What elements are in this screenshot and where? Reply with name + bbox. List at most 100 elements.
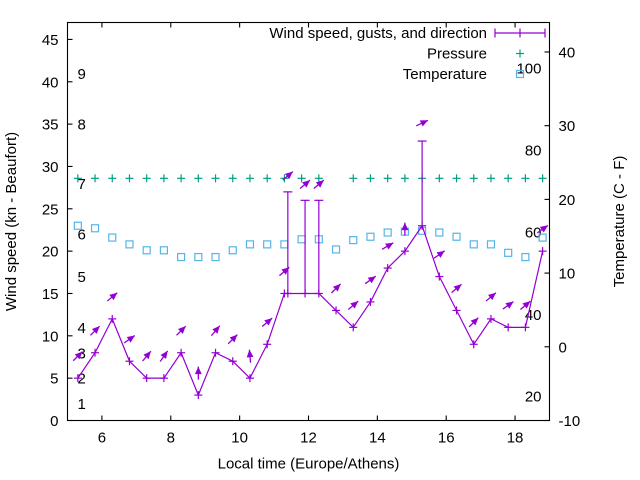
- wind-direction-arrow: [227, 334, 238, 345]
- temperature-point: [349, 236, 358, 245]
- wind-direction-arrow: [159, 350, 169, 362]
- beaufort-label: 6: [78, 227, 86, 244]
- legend-label: Temperature: [403, 66, 487, 83]
- pressure-point: [521, 174, 530, 183]
- beaufort-label: 8: [78, 117, 86, 134]
- wind-direction-arrow: [89, 325, 101, 336]
- pressure-point: [400, 174, 409, 183]
- temperature-point: [435, 228, 444, 237]
- wind-speed-point: [194, 391, 203, 400]
- x-tick-label: 8: [167, 430, 175, 447]
- legend-swatch: [494, 28, 546, 38]
- temperature-point: [177, 252, 186, 262]
- y-tick-label: 15: [42, 286, 59, 303]
- pressure-point: [125, 174, 134, 183]
- legend-label: Pressure: [427, 46, 487, 63]
- temperature-point: [521, 252, 530, 262]
- y2-axis-title: Temperature (C - F): [611, 156, 628, 288]
- wind-speed-point: [383, 264, 392, 273]
- temperature-point: [142, 246, 151, 255]
- wind-speed-point: [366, 297, 375, 306]
- wind-direction-arrow: [468, 317, 479, 328]
- wind-direction-arrow: [123, 334, 136, 344]
- wind-direction-arrow: [261, 317, 273, 327]
- wind-speed-point: [108, 314, 117, 323]
- temperature-point: [366, 232, 375, 241]
- temperature-point: [469, 240, 478, 249]
- temperature-point: [383, 228, 392, 237]
- x-tick-label: 10: [231, 430, 248, 447]
- wind-direction-arrow: [72, 351, 83, 362]
- pressure-point: [349, 174, 358, 183]
- wind-speed-point: [142, 374, 151, 383]
- temperature-point: [297, 235, 306, 244]
- y-tick-label: 0: [50, 413, 58, 430]
- temperature-point: [486, 240, 496, 249]
- y2-tick-label: 40: [559, 44, 576, 61]
- pressure-point: [142, 174, 151, 183]
- wind-series: [73, 140, 547, 400]
- beaufort-label: 4: [78, 320, 86, 337]
- pressure-point: [383, 174, 392, 183]
- x-tick-label: 18: [507, 430, 524, 447]
- beaufort-label: 9: [78, 66, 86, 83]
- chart-legend: Wind speed, gusts, and direction Pressure…: [269, 25, 546, 83]
- fahrenheit-label: 80: [525, 143, 542, 160]
- pressure-point: [159, 174, 168, 183]
- x-axis-title: Local time (Europe/Athens): [218, 456, 400, 473]
- wind-direction-arrow: [502, 301, 514, 310]
- y-tick-label: 35: [42, 117, 59, 134]
- x-axis-ticks: 6 8 10 12 14 16 18: [98, 22, 524, 447]
- wind-direction-arrow: [536, 224, 549, 234]
- y2-tick-label: 20: [559, 192, 576, 209]
- wind-direction-arrow: [299, 179, 311, 190]
- pressure-point: [297, 174, 306, 183]
- temperature-point: [331, 245, 341, 254]
- temperature-point: [194, 252, 203, 262]
- temperature-point: [280, 240, 289, 249]
- wind-direction-arrow: [246, 349, 254, 363]
- x-tick-label: 6: [98, 430, 106, 447]
- wind-direction-arrow: [401, 222, 409, 236]
- wind-speed-point: [159, 374, 168, 383]
- wind-direction-arrow: [279, 266, 290, 277]
- x-tick-label: 16: [438, 430, 455, 447]
- pressure-point: [452, 174, 461, 183]
- pressure-point: [177, 174, 186, 183]
- beaufort-label: 1: [78, 396, 86, 413]
- temperature-point: [452, 232, 461, 241]
- pressure-point: [228, 174, 237, 183]
- wind-speed-point: [400, 247, 409, 256]
- wind-speed-point: [486, 314, 495, 323]
- axis-titles: Local time (Europe/Athens) Wind speed (kn…: [3, 132, 628, 473]
- pressure-point: [194, 174, 203, 183]
- wind-speed-point: [452, 306, 461, 315]
- pressure-point: [245, 174, 254, 183]
- y2-tick-label: -10: [559, 413, 581, 430]
- wind-speed-point: [91, 348, 100, 357]
- temperature-point: [159, 246, 168, 255]
- y-tick-label: 10: [42, 328, 59, 345]
- wind-speed-point: [245, 374, 254, 383]
- fahrenheit-label: 60: [525, 224, 542, 241]
- wind-direction-arrow: [210, 325, 221, 337]
- pressure-point: [366, 174, 375, 183]
- y-tick-label: 25: [42, 201, 59, 218]
- wind-direction-arrow: [142, 350, 152, 362]
- pressure-series: [73, 174, 547, 183]
- pressure-point: [486, 174, 495, 183]
- y2-axis-ticks: -10 0 10 20 30 40: [544, 44, 581, 430]
- temperature-point: [73, 221, 82, 230]
- temperature-point: [211, 252, 220, 262]
- legend-swatch: [515, 69, 525, 79]
- wind-speed-point: [504, 323, 513, 332]
- wind-direction-arrow: [415, 119, 429, 127]
- wind-speed-point: [469, 340, 478, 349]
- beaufort-label: 3: [78, 345, 86, 362]
- pressure-point: [73, 174, 82, 183]
- y2-tick-label: 0: [559, 339, 567, 356]
- wind-direction-arrow: [451, 283, 462, 294]
- pressure-point: [435, 174, 444, 183]
- temperature-point: [538, 233, 547, 242]
